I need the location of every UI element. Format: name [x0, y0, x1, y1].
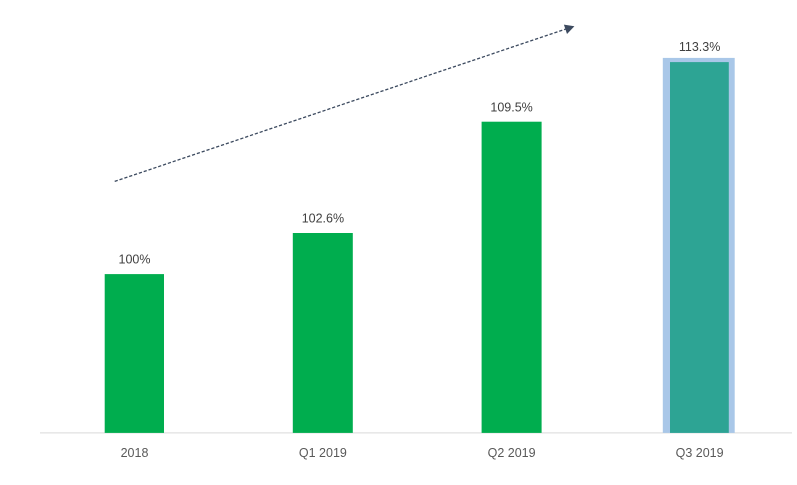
svg-text:Q3 2019: Q3 2019 [676, 446, 724, 460]
svg-text:100%: 100% [119, 253, 151, 267]
svg-text:2018: 2018 [121, 446, 149, 460]
svg-text:102.6%: 102.6% [302, 212, 344, 226]
svg-text:Q2 2019: Q2 2019 [488, 446, 536, 460]
svg-text:Q1 2019: Q1 2019 [299, 446, 347, 460]
svg-text:113.3%: 113.3% [679, 40, 720, 54]
svg-text:109.5%: 109.5% [490, 101, 532, 115]
